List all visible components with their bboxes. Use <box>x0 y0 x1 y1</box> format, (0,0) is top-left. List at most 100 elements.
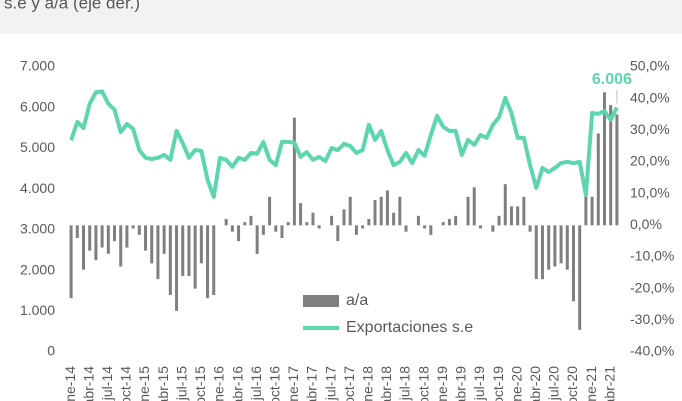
x-tick-label: ene-18 <box>360 366 376 401</box>
bar <box>286 222 290 226</box>
bar <box>330 215 334 226</box>
bar <box>162 225 166 254</box>
bar <box>249 215 253 226</box>
x-tick-label: oct-19 <box>490 366 506 401</box>
bar <box>528 225 532 232</box>
bar <box>547 225 551 270</box>
bar <box>447 219 451 226</box>
bar <box>590 196 594 226</box>
bar <box>181 225 185 276</box>
y2-tick-label: -40,0% <box>630 343 674 359</box>
y2-tick-label: 0,0% <box>630 216 662 232</box>
bar <box>305 222 309 226</box>
bar <box>237 225 241 242</box>
bar <box>187 225 191 276</box>
bar <box>230 225 234 232</box>
bar <box>311 212 315 226</box>
x-tick-label: ene-16 <box>211 366 227 401</box>
bar <box>212 225 216 295</box>
bar <box>193 225 197 289</box>
x-tick-label: ene-17 <box>285 366 301 401</box>
bar <box>503 184 507 226</box>
x-tick-label: jul-20 <box>546 366 562 401</box>
x-tick-label: ene-21 <box>583 366 599 401</box>
y2-tick-label: 40,0% <box>630 89 670 105</box>
x-tick-label: ene-19 <box>434 366 450 401</box>
chart-title: s.e y a/a (eje der.) <box>4 0 140 12</box>
bar <box>385 190 389 226</box>
legend-label: Exportaciones s.e <box>346 319 473 336</box>
bar <box>466 196 470 226</box>
bar <box>565 225 569 270</box>
x-tick-label: abr-18 <box>378 366 394 401</box>
bar <box>429 225 433 235</box>
x-tick-label: jul-19 <box>471 366 487 401</box>
bar <box>379 196 383 226</box>
bar <box>478 225 482 229</box>
title-band <box>0 0 682 34</box>
bar <box>224 219 228 226</box>
x-tick-label: ene-14 <box>62 366 78 401</box>
bar <box>404 225 408 232</box>
bar <box>367 219 371 226</box>
bar <box>615 114 619 226</box>
y-tick-label: 3.000 <box>20 221 55 237</box>
x-tick-label: oct-15 <box>192 366 208 401</box>
x-tick-label: oct-16 <box>266 366 282 401</box>
bar <box>255 225 259 254</box>
bar <box>199 225 203 264</box>
y-tick-label: 7.000 <box>20 58 55 74</box>
bar <box>243 222 247 226</box>
bar <box>150 225 154 264</box>
bar <box>261 225 265 235</box>
bar <box>423 225 427 229</box>
bar <box>361 225 365 229</box>
bar <box>280 225 284 238</box>
legend-swatch <box>303 295 339 307</box>
bar <box>137 225 141 235</box>
bar <box>398 196 402 226</box>
bar <box>522 196 526 226</box>
bar <box>336 225 340 242</box>
x-tick-label: abr-17 <box>304 366 320 401</box>
annotation: 6.006 <box>592 71 632 88</box>
y-tick-label: 5.000 <box>20 139 55 155</box>
bar <box>509 206 513 226</box>
bar <box>534 225 538 280</box>
bar <box>206 225 210 299</box>
bar <box>373 200 377 226</box>
bar <box>168 225 172 295</box>
bar <box>596 133 600 226</box>
bar <box>516 206 520 226</box>
y2-tick-label: 30,0% <box>630 121 670 137</box>
bar <box>156 225 160 280</box>
x-tick-label: abr-14 <box>80 366 96 401</box>
x-tick-label: abr-15 <box>155 366 171 401</box>
bar <box>82 225 86 270</box>
bar <box>131 225 135 229</box>
bar <box>274 225 278 232</box>
bar <box>88 225 92 251</box>
x-tick-label: jul-18 <box>397 366 413 401</box>
x-tick-label: ene-20 <box>508 366 524 401</box>
x-tick-label: abr-20 <box>527 366 543 401</box>
y2-tick-label: -20,0% <box>630 279 674 295</box>
bar <box>94 225 98 261</box>
bar <box>113 225 117 242</box>
y-tick-label: 1.000 <box>20 302 55 318</box>
bar <box>175 225 179 311</box>
x-tick-label: jul-14 <box>99 366 115 401</box>
bar <box>299 203 303 226</box>
y-tick-label: 0 <box>47 343 55 359</box>
bar <box>497 215 501 226</box>
y2-tick-label: -10,0% <box>630 248 674 264</box>
x-tick-label: jul-15 <box>173 366 189 401</box>
bar <box>348 196 352 226</box>
x-tick-label: jul-16 <box>248 366 264 401</box>
y-tick-label: 4.000 <box>20 180 55 196</box>
x-tick-label: oct-20 <box>564 366 580 401</box>
y2-tick-label: 20,0% <box>630 153 670 169</box>
x-tick-label: jul-17 <box>322 366 338 401</box>
bar <box>354 225 358 235</box>
